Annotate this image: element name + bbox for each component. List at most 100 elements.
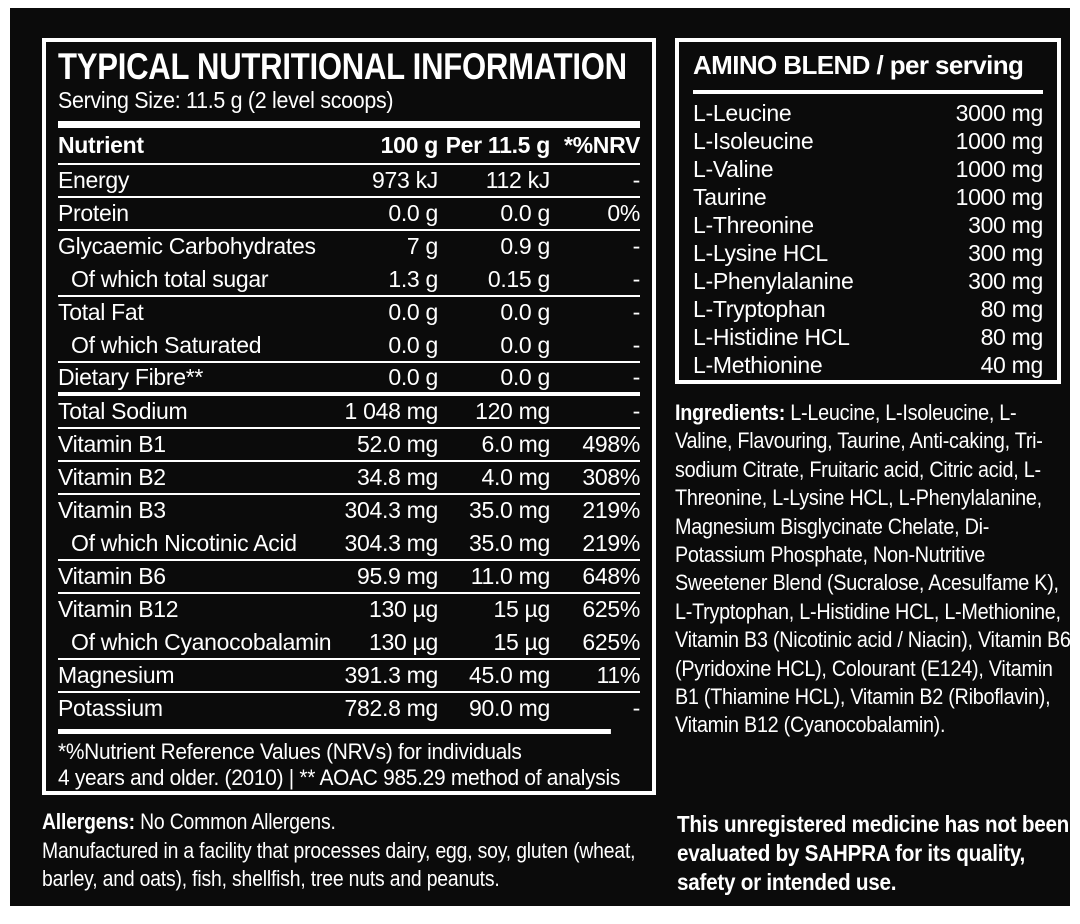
nutrient-value: 0.0 g xyxy=(388,364,438,390)
amino-row: L-Tryptophan 80 mg xyxy=(693,295,1043,323)
amino-name: L-Phenylalanine xyxy=(693,267,854,294)
nutrient-value: 0.0 g xyxy=(500,364,550,390)
nutrient-value: 0% xyxy=(607,200,640,226)
amino-amount: 1000 mg xyxy=(955,183,1044,210)
column-header-nrv: *%NRV xyxy=(563,132,640,158)
amino-amount: 3000 mg xyxy=(955,99,1044,126)
nutrient-row: Glycaemic Carbohydrates 7 g 0.9 g - xyxy=(58,231,640,264)
amino-name: L-Histidine HCL xyxy=(693,323,850,350)
nutrient-value: 35.0 mg xyxy=(468,497,550,523)
nutrient-name: Magnesium xyxy=(58,662,175,688)
nutrient-name: Vitamin B12 xyxy=(58,596,179,622)
nutrient-value: 219% xyxy=(582,497,640,523)
nutrient-row: Dietary Fibre** 0.0 g 0.0 g - xyxy=(58,363,640,396)
nutrient-value: - xyxy=(632,233,641,259)
serving-size: Serving Size: 11.5 g (2 level scoops) xyxy=(58,87,394,113)
nutrient-row: Magnesium 391.3 mg 45.0 mg 11% xyxy=(58,660,640,693)
nutrient-name: Of which Saturated xyxy=(71,332,262,358)
nutrient-value: 391.3 mg xyxy=(344,662,439,688)
nutrient-value: 11.0 mg xyxy=(470,563,551,589)
amino-row: L-Isoleucine 1000 mg xyxy=(693,127,1043,155)
nutrient-value: 498% xyxy=(582,431,640,457)
nutrient-value: 625% xyxy=(582,629,640,655)
amino-blend-title: AMINO BLEND / per serving xyxy=(693,50,1043,94)
facility-statement: Manufactured in a facility that processe… xyxy=(42,837,636,892)
amino-amount: 80 mg xyxy=(980,323,1044,350)
nutrient-value: 90.0 mg xyxy=(468,695,550,721)
amino-amount: 300 mg xyxy=(968,267,1043,294)
nutrient-row: Vitamin B1 52.0 mg 6.0 mg 498% xyxy=(58,429,640,462)
ingredients-label: Ingredients: xyxy=(675,400,786,425)
nutrient-name: Potassium xyxy=(58,695,163,721)
nutrient-value: 15 µg xyxy=(493,629,550,655)
nutrient-value: 1 048 mg xyxy=(344,398,439,424)
nutrient-value: 219% xyxy=(582,530,640,556)
nutrient-value: 0.0 g xyxy=(500,332,550,358)
nutrient-value: 15 µg xyxy=(493,596,550,622)
nutrient-name: Of which total sugar xyxy=(71,266,269,292)
nutrient-name: Vitamin B3 xyxy=(58,497,166,523)
nutrient-value: 45.0 mg xyxy=(468,662,550,688)
nrv-footnote: *%Nutrient Reference Values (NRVs) for i… xyxy=(58,729,620,791)
nutrient-row: Energy 973 kJ 112 kJ - xyxy=(58,165,640,198)
nutrient-value: 112 kJ xyxy=(485,167,551,193)
nutrient-value: 625% xyxy=(582,596,640,622)
nutrient-name: Dietary Fibre** xyxy=(58,364,204,390)
nutrient-value: 973 kJ xyxy=(372,167,438,193)
nrv-footnote-line2: 4 years and older. (2010) | ** AOAC 985.… xyxy=(58,765,620,790)
nutrient-value: - xyxy=(632,364,641,390)
nutrient-value: 6.0 mg xyxy=(481,431,550,457)
nutrient-name: Of which Nicotinic Acid xyxy=(71,530,297,556)
amino-name: L-Leucine xyxy=(693,99,792,126)
amino-blend-panel: AMINO BLEND / per serving L-Leucine 3000 … xyxy=(675,38,1061,384)
nutrient-value: - xyxy=(632,332,641,358)
sahpra-disclaimer: This unregistered medicine has not been … xyxy=(677,811,1070,895)
nutrient-table-body: Energy 973 kJ 112 kJ - Protein 0.0 g 0.0 g 0% Gl… xyxy=(58,165,640,726)
amino-blend-list: L-Leucine 3000 mg L-Isoleucine 1000 mg L-Val… xyxy=(693,99,1043,379)
nutrient-name: Total Fat xyxy=(58,299,144,325)
nutrient-value: 130 µg xyxy=(368,629,438,655)
nrv-footnote-line1: *%Nutrient Reference Values (NRVs) for i… xyxy=(58,739,522,764)
nutrient-value: 0.0 g xyxy=(388,332,438,358)
nutrient-value: - xyxy=(632,266,641,292)
allergens-label: Allergens: xyxy=(42,809,135,834)
amino-name: L-Valine xyxy=(693,155,774,182)
nutrient-value: - xyxy=(632,398,641,424)
amino-name: L-Tryptophan xyxy=(693,295,826,322)
amino-name: L-Threonine xyxy=(693,211,814,238)
nutrient-name: Vitamin B1 xyxy=(58,431,166,457)
nutrition-panel: TYPICAL NUTRITIONAL INFORMATION Serving … xyxy=(42,38,656,795)
nutrient-value: 0.0 g xyxy=(500,200,550,226)
amino-row: L-Lysine HCL 300 mg xyxy=(693,239,1043,267)
nutrient-value: 4.0 mg xyxy=(481,464,550,490)
nutrient-value: 34.8 mg xyxy=(356,464,438,490)
nutrient-row: Of which Cyanocobalamin 130 µg 15 µg 625% xyxy=(58,627,640,660)
nutrient-value: 130 µg xyxy=(368,596,438,622)
nutrient-value: 35.0 mg xyxy=(468,530,550,556)
nutrient-value: 0.0 g xyxy=(388,200,438,226)
amino-name: L-Isoleucine xyxy=(693,127,814,154)
amino-row: L-Histidine HCL 80 mg xyxy=(693,323,1043,351)
amino-name: L-Methionine xyxy=(693,351,823,378)
ingredients-list: L-Leucine, L-Isoleucine, L-Valine, Flavo… xyxy=(675,400,1071,738)
nutrition-title: TYPICAL NUTRITIONAL INFORMATION xyxy=(58,46,627,87)
nutrient-row: Protein 0.0 g 0.0 g 0% xyxy=(58,198,640,231)
amino-name: L-Lysine HCL xyxy=(693,239,828,266)
amino-row: L-Valine 1000 mg xyxy=(693,155,1043,183)
nutrient-name: Glycaemic Carbohydrates xyxy=(58,233,316,259)
amino-row: Taurine 1000 mg xyxy=(693,183,1043,211)
nutrient-value: 11% xyxy=(596,662,641,688)
nutrient-row: Vitamin B3 304.3 mg 35.0 mg 219% xyxy=(58,495,640,528)
nutrient-row: Vitamin B12 130 µg 15 µg 625% xyxy=(58,594,640,627)
column-header-100g: 100 g xyxy=(380,132,439,158)
amino-amount: 300 mg xyxy=(968,239,1043,266)
nutrient-value: 7 g xyxy=(406,233,438,259)
nutrient-name: Of which Cyanocobalamin xyxy=(71,629,332,655)
nutrient-row: Vitamin B2 34.8 mg 4.0 mg 308% xyxy=(58,462,640,495)
nutrient-value: 0.9 g xyxy=(500,233,550,259)
nutrient-row: Of which total sugar 1.3 g 0.15 g - xyxy=(58,264,640,297)
divider-rule xyxy=(58,121,640,128)
amino-name: Taurine xyxy=(693,183,767,210)
nutrient-name: Protein xyxy=(58,200,129,226)
label-background: TYPICAL NUTRITIONAL INFORMATION Serving … xyxy=(10,8,1071,906)
